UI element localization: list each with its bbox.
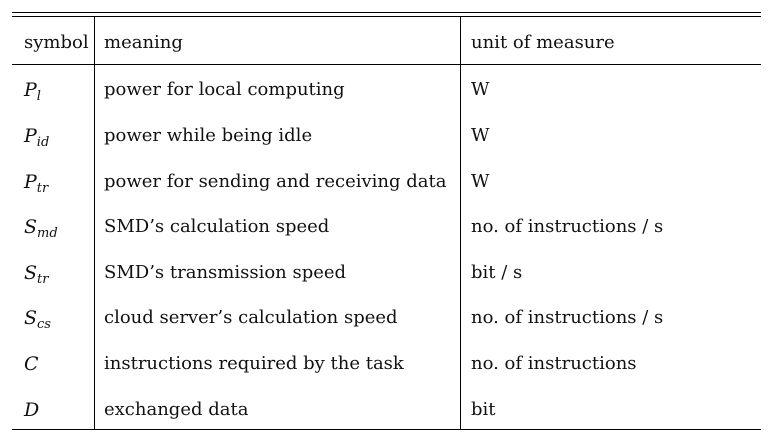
unit-cell: no. of instructions <box>471 353 637 374</box>
symbol-cell: Pid <box>24 125 50 150</box>
meaning-cell: SMD’s calculation speed <box>104 216 330 237</box>
symbol-cell: Str <box>24 262 49 287</box>
symbol-cell: Pl <box>24 79 41 104</box>
unit-cell: W <box>471 125 490 146</box>
symbol-cell: Smd <box>24 216 58 241</box>
meaning-cell: power while being idle <box>104 125 313 146</box>
col-divider-2 <box>460 16 461 430</box>
meaning-cell: power for sending and receiving data <box>104 171 447 192</box>
col-divider-1 <box>94 16 95 430</box>
meaning-cell: SMD’s transmission speed <box>104 262 347 283</box>
meaning-cell: instructions required by the task <box>104 353 404 374</box>
symbol-cell: Scs <box>24 307 51 332</box>
top-rule-1 <box>12 12 761 13</box>
unit-cell: no. of instructions / s <box>471 307 664 328</box>
header-rule <box>12 64 761 65</box>
unit-cell: no. of instructions / s <box>471 216 664 237</box>
meaning-cell: exchanged data <box>104 399 249 420</box>
symbol-cell: Ptr <box>24 171 49 196</box>
unit-cell: W <box>471 79 490 100</box>
unit-cell: W <box>471 171 490 192</box>
unit-cell: bit / s <box>471 262 523 283</box>
header-symbol: symbol <box>24 32 89 53</box>
meaning-cell: cloud server’s calculation speed <box>104 307 398 328</box>
header-unit: unit of measure <box>471 32 615 53</box>
top-rule-2 <box>12 16 761 17</box>
meaning-cell: power for local computing <box>104 79 345 100</box>
unit-cell: bit <box>471 399 496 420</box>
symbol-cell: C <box>24 353 39 375</box>
header-meaning: meaning <box>104 32 183 53</box>
symbol-cell: D <box>24 399 40 421</box>
bottom-rule <box>12 429 761 430</box>
